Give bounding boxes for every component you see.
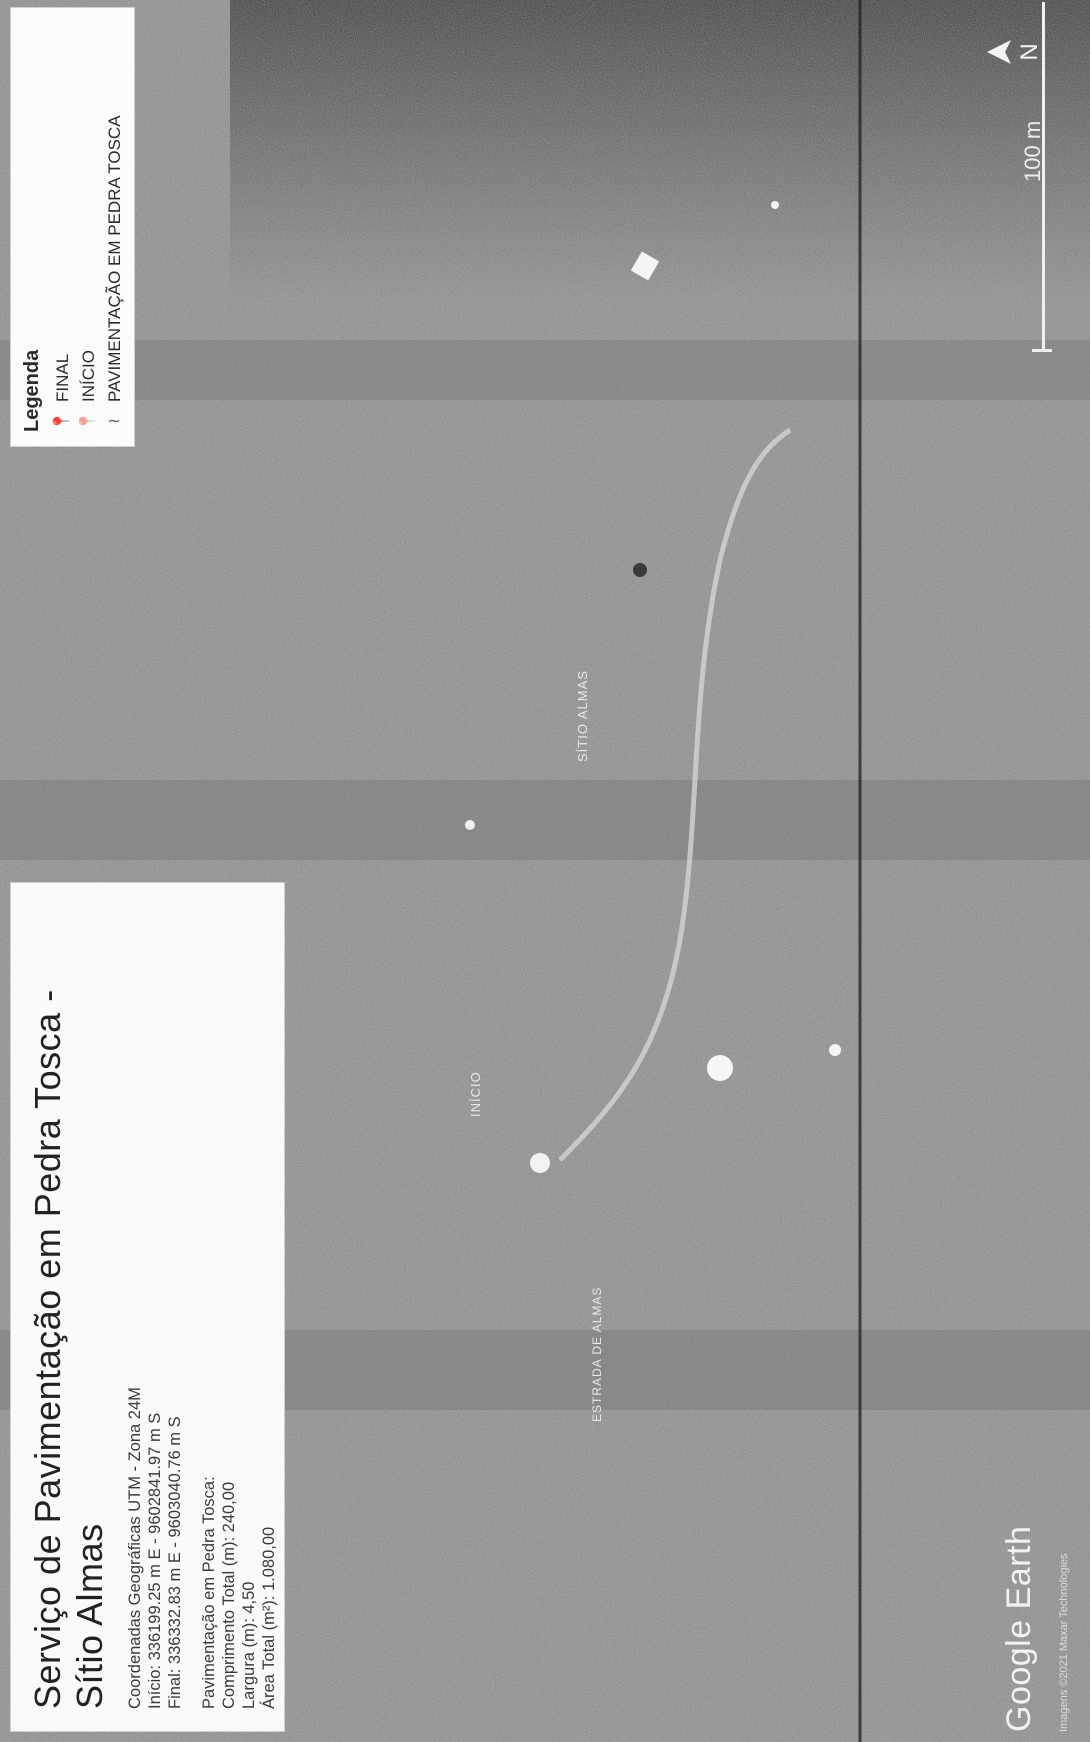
house-marker (465, 820, 475, 830)
pin-icon: 📍 (80, 411, 97, 431)
road-label: ESTRADA DE ALMAS (590, 1286, 604, 1422)
route-icon: ≀ (106, 418, 123, 424)
end-coords: Final: 336332.83 m E - 9603040.76 m S (166, 1416, 184, 1709)
house-marker (771, 201, 779, 209)
place-label: SÍTIO ALMAS (575, 670, 590, 762)
imagery-credit: Imagens ©2021 Maxar Technologies (1058, 1553, 1070, 1732)
legend: Legenda 📍 FINAL 📍 INÍCIO ≀ PAVIMENTAÇÃO … (10, 7, 135, 447)
info-card: Serviço de Pavimentação em Pedra Tosca -… (10, 882, 285, 1732)
start-marker (530, 1153, 550, 1173)
route-path (558, 427, 792, 1162)
legend-label: FINAL (53, 353, 72, 402)
house-marker (829, 1044, 841, 1056)
coord-header: Coordenadas Geográficas UTM - Zona 24M (126, 1387, 144, 1709)
legend-item-route: ≀ PAVIMENTAÇÃO EM PEDRA TOSCA (102, 22, 128, 432)
total-area: Área Total (m²): 1.080,00 (260, 1526, 278, 1709)
scale-label: 100 m (1020, 120, 1045, 182)
legend-item-inicio: 📍 INÍCIO (76, 22, 102, 432)
north-arrow-icon: N (987, 40, 1043, 64)
total-length: Comprimento Total (m): 240,00 (220, 1481, 238, 1709)
legend-label: PAVIMENTAÇÃO EM PEDRA TOSCA (105, 115, 124, 402)
paving-header: Pavimentação em Pedra Tosca: (200, 1476, 218, 1709)
google-earth-logo: Google Earth (1000, 1525, 1038, 1732)
legend-title: Legenda (21, 349, 43, 432)
building-marker (630, 251, 660, 281)
page-title: Serviço de Pavimentação em Pedra Tosca -… (27, 989, 110, 1709)
width-value: Largura (m): 4,50 (240, 1581, 258, 1709)
north-label: N (1016, 43, 1043, 60)
legend-item-final: 📍 FINAL (50, 22, 76, 432)
start-coords: Início: 336199.25 m E - 9602841.97 m S (146, 1412, 164, 1709)
pin-icon: 📍 (54, 411, 71, 431)
tree-marker (633, 563, 647, 577)
house-marker (707, 1055, 733, 1081)
legend-label: INÍCIO (79, 350, 98, 402)
start-label: INÍCIO (468, 1071, 483, 1117)
